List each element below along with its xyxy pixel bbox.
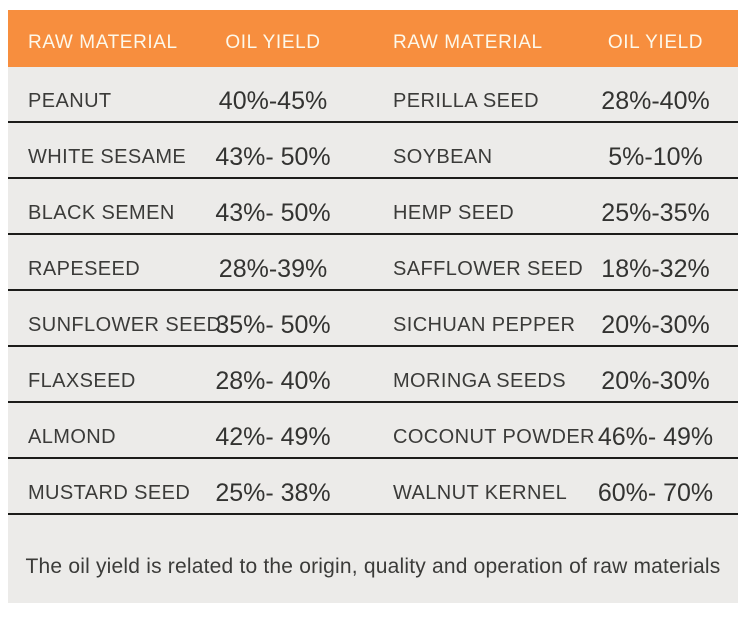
material-cell: SICHUAN PEPPER xyxy=(393,313,576,336)
header-raw-material-right: RAW MATERIAL xyxy=(393,32,543,53)
table-row: BLACK SEMEN 43%- 50% HEMP SEED 25%-35% xyxy=(8,179,738,235)
header-oil-yield-left: OIL YIELD xyxy=(225,32,321,53)
yield-cell: 46%- 49% xyxy=(597,422,714,451)
material-cell: WALNUT KERNEL xyxy=(393,481,568,504)
material-cell: MUSTARD SEED xyxy=(28,481,191,504)
table-row: MUSTARD SEED 25%- 38% WALNUT KERNEL 60%-… xyxy=(8,459,738,515)
yield-cell: 20%-30% xyxy=(601,366,710,395)
table-row: RAPESEED 28%-39% SAFFLOWER SEED 18%-32% xyxy=(8,235,738,291)
yield-cell: 25%-35% xyxy=(601,198,710,227)
footnote-text: The oil yield is related to the origin, … xyxy=(25,555,721,578)
table-row: ALMOND 42%- 49% COCONUT POWDER 46%- 49% xyxy=(8,403,738,459)
material-cell: WHITE SESAME xyxy=(28,145,187,168)
yield-cell: 43%- 50% xyxy=(215,142,331,171)
yield-cell: 25%- 38% xyxy=(215,478,331,507)
material-cell: BLACK SEMEN xyxy=(28,201,175,224)
material-cell: HEMP SEED xyxy=(393,201,515,224)
table-row: PEANUT 40%-45% PERILLA SEED 28%-40% xyxy=(8,67,738,123)
material-cell: PERILLA SEED xyxy=(393,89,539,112)
yield-cell: 42%- 49% xyxy=(215,422,331,451)
yield-cell: 18%-32% xyxy=(601,254,710,283)
yield-cell: 28%- 40% xyxy=(215,366,331,395)
material-cell: SUNFLOWER SEED xyxy=(28,313,222,336)
yield-cell: 40%-45% xyxy=(218,86,328,115)
material-cell: MORINGA SEEDS xyxy=(393,369,567,392)
material-cell: FLAXSEED xyxy=(28,369,136,392)
table-row: WHITE SESAME 43%- 50% SOYBEAN 5%-10% xyxy=(8,123,738,179)
material-cell: RAPESEED xyxy=(28,257,141,280)
header-oil-yield-right: OIL YIELD xyxy=(607,32,704,53)
yield-cell: 28%-39% xyxy=(218,254,328,283)
oil-yield-table: RAW MATERIAL OIL YIELD RAW MATERIAL OIL … xyxy=(8,10,738,603)
table-row: SUNFLOWER SEED 35%- 50% SICHUAN PEPPER 2… xyxy=(8,291,738,347)
table-header-row: RAW MATERIAL OIL YIELD RAW MATERIAL OIL … xyxy=(8,10,738,67)
yield-cell: 5%-10% xyxy=(608,142,703,171)
yield-cell: 20%-30% xyxy=(601,310,710,339)
yield-cell: 43%- 50% xyxy=(215,198,331,227)
table-row: FLAXSEED 28%- 40% MORINGA SEEDS 20%-30% xyxy=(8,347,738,403)
material-cell: ALMOND xyxy=(28,425,116,448)
material-cell: PEANUT xyxy=(28,89,112,112)
material-cell: SOYBEAN xyxy=(393,145,493,168)
yield-cell: 35%- 50% xyxy=(215,310,331,339)
material-cell: SAFFLOWER SEED xyxy=(393,257,584,280)
header-raw-material-left: RAW MATERIAL xyxy=(28,32,178,53)
yield-cell: 60%- 70% xyxy=(597,478,714,507)
table-footnote: The oil yield is related to the origin, … xyxy=(8,515,738,603)
yield-cell: 28%-40% xyxy=(601,86,710,115)
material-cell: COCONUT POWDER xyxy=(393,425,595,448)
